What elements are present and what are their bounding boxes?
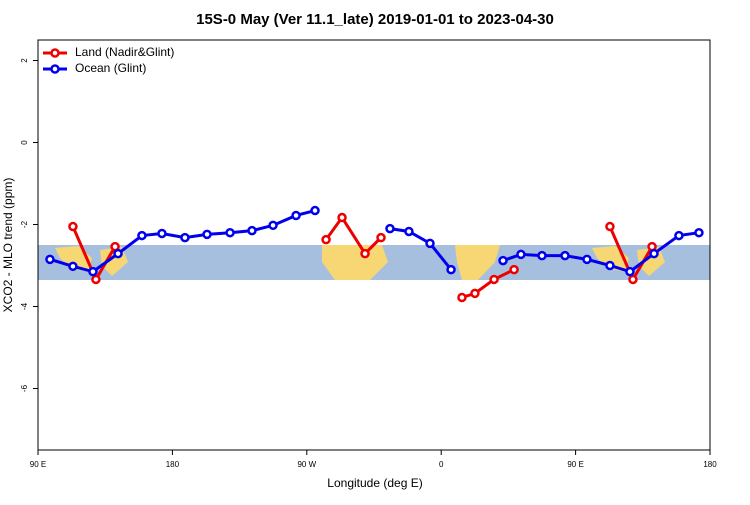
point bbox=[91, 274, 101, 285]
point bbox=[404, 226, 414, 237]
point bbox=[321, 234, 331, 245]
point bbox=[605, 260, 615, 271]
point bbox=[225, 227, 235, 238]
chart-title: 15S-0 May (Ver 11.1_late) 2019-01-01 to … bbox=[196, 11, 554, 28]
point bbox=[537, 250, 547, 261]
point bbox=[694, 227, 704, 238]
point bbox=[516, 249, 526, 260]
point bbox=[202, 229, 212, 240]
y-tick-label: 2 bbox=[20, 58, 29, 63]
point bbox=[137, 230, 147, 241]
point bbox=[498, 255, 508, 266]
x-axis-label: Longitude (deg E) bbox=[327, 476, 422, 490]
x-tick-label: 90 E bbox=[30, 460, 46, 469]
point bbox=[560, 250, 570, 261]
plot-frame bbox=[37, 39, 711, 451]
point bbox=[180, 232, 190, 243]
x-tick-label: 90 W bbox=[297, 460, 316, 469]
point bbox=[457, 292, 467, 303]
legend-label: Land (Nadir&Glint) bbox=[75, 45, 174, 59]
point bbox=[649, 248, 659, 259]
x-tick-label: 180 bbox=[166, 460, 180, 469]
point bbox=[605, 221, 615, 232]
x-tick-label: 180 bbox=[703, 460, 717, 469]
y-tick-label: 0 bbox=[20, 140, 29, 145]
point bbox=[446, 264, 456, 275]
point bbox=[310, 205, 320, 216]
point bbox=[674, 230, 684, 241]
point bbox=[337, 212, 347, 223]
point bbox=[376, 232, 386, 243]
point bbox=[385, 223, 395, 234]
legend-marker bbox=[50, 48, 60, 58]
point bbox=[582, 254, 592, 265]
point bbox=[625, 266, 635, 277]
point bbox=[113, 248, 123, 259]
point bbox=[291, 210, 301, 221]
point bbox=[68, 261, 78, 272]
y-tick-label: -6 bbox=[20, 384, 29, 392]
y-tick-label: -4 bbox=[20, 302, 29, 310]
point bbox=[157, 228, 167, 239]
point bbox=[88, 266, 98, 277]
point bbox=[45, 254, 55, 265]
y-tick-label: -2 bbox=[20, 220, 29, 228]
point bbox=[628, 274, 638, 285]
legend-label: Ocean (Glint) bbox=[75, 61, 146, 75]
point bbox=[247, 225, 257, 236]
point bbox=[470, 288, 480, 299]
point bbox=[360, 248, 370, 259]
point bbox=[425, 238, 435, 249]
x-tick-label: 90 E bbox=[567, 460, 583, 469]
point bbox=[268, 220, 278, 231]
point bbox=[509, 264, 519, 275]
legend-marker bbox=[50, 64, 60, 74]
point bbox=[68, 221, 78, 232]
x-tick-label: 0 bbox=[439, 460, 444, 469]
y-axis-label: XCO2 - MLO trend (ppm) bbox=[1, 178, 15, 313]
point bbox=[489, 274, 499, 285]
